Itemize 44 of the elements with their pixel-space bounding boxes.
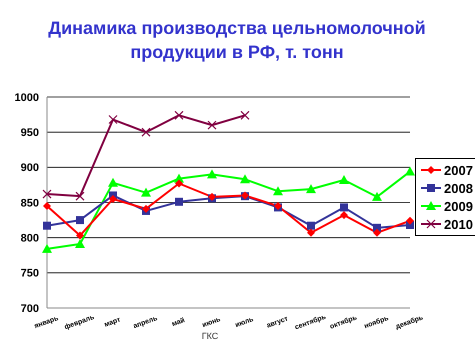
point — [43, 202, 51, 210]
point — [307, 222, 315, 230]
point — [372, 192, 382, 201]
point — [174, 110, 184, 120]
point — [373, 228, 381, 237]
point — [75, 238, 85, 248]
y-tick-label: 950 — [20, 127, 39, 140]
legend-label: 2008 — [444, 180, 473, 196]
y-tick-label: 850 — [20, 197, 39, 210]
point — [175, 180, 183, 188]
point — [207, 169, 217, 178]
y-tick-label: 1000 — [14, 92, 39, 104]
point — [141, 128, 151, 137]
point — [108, 178, 118, 187]
y-tick-label: 800 — [20, 232, 39, 245]
point — [339, 174, 349, 184]
point — [42, 189, 52, 199]
point — [108, 114, 118, 124]
y-tick-label: 750 — [20, 268, 39, 280]
point — [75, 192, 85, 201]
point — [307, 228, 315, 237]
text: ГКС — [200, 331, 220, 341]
point — [240, 110, 250, 120]
legend-label: 2007 — [444, 162, 473, 178]
point — [141, 188, 151, 197]
y-tick-label: 700 — [20, 302, 39, 315]
point — [406, 216, 414, 225]
point — [340, 211, 348, 220]
point — [405, 166, 415, 176]
point — [340, 203, 348, 212]
point — [207, 120, 217, 130]
point — [76, 232, 84, 240]
point — [42, 244, 52, 253]
point — [43, 222, 51, 230]
y-tick-label: 900 — [20, 162, 39, 174]
point — [76, 216, 84, 224]
legend-label: 2009 — [444, 198, 473, 214]
point — [273, 186, 283, 196]
chart-title: Динамика производства цельномолочной продукции в РФ, т. тонн — [47, 17, 427, 64]
legend-label: 2010 — [444, 216, 473, 232]
point — [240, 174, 250, 184]
point — [306, 184, 316, 194]
point — [175, 198, 183, 206]
point — [109, 194, 117, 203]
